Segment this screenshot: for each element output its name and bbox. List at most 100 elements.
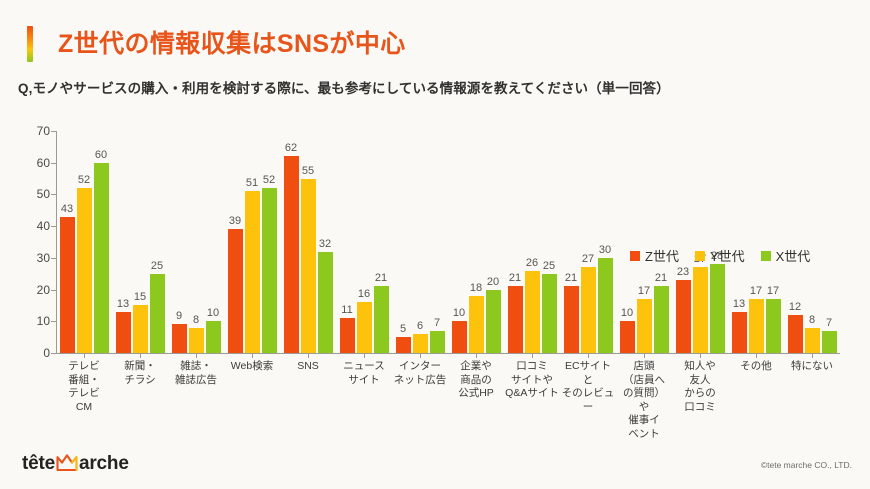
bar[interactable] <box>485 289 501 353</box>
legend-item[interactable]: Y世代 <box>694 246 745 265</box>
bar-group: 12 8 7 <box>784 131 840 358</box>
bar[interactable] <box>541 273 557 353</box>
bar[interactable] <box>59 216 75 353</box>
bar[interactable] <box>188 327 204 353</box>
bar-value-label: 62 <box>284 142 298 155</box>
legend-item[interactable]: X世代 <box>760 246 810 265</box>
bar[interactable] <box>692 267 708 353</box>
bar-column: 32 <box>317 131 333 353</box>
bar[interactable] <box>563 286 579 353</box>
bar-group: 10 17 21 <box>616 131 672 358</box>
bar-groups: 43 52 60 13 15 25 9 8 10 39 51 52 62 55 32 11 16 21 5 6 7 10 1… <box>56 131 840 358</box>
bar-column: 43 <box>59 131 75 353</box>
x-axis-tick-mark <box>476 353 477 358</box>
bar-column: 13 <box>731 131 747 353</box>
bar-group: 13 15 25 <box>112 131 168 358</box>
bar[interactable] <box>597 257 613 353</box>
x-axis-label: ECサイトと そのレビュー <box>561 360 615 413</box>
bar-value-label: 25 <box>150 259 164 272</box>
bar[interactable] <box>636 299 652 353</box>
bar[interactable] <box>580 267 596 353</box>
bar[interactable] <box>619 321 635 353</box>
bar[interactable] <box>412 333 428 353</box>
x-axis-tick-mark <box>196 353 197 358</box>
x-axis-label: 企業や 商品の 公式HP <box>458 360 494 399</box>
bar-group: 39 51 52 <box>224 131 280 358</box>
bar[interactable] <box>748 299 764 353</box>
bar-value-label: 21 <box>508 272 522 285</box>
bar-value-label: 27 <box>581 253 595 266</box>
bar-column: 5 <box>395 131 411 353</box>
y-axis-tick-mark <box>51 289 56 291</box>
bar-value-label: 8 <box>192 313 200 326</box>
bar[interactable] <box>356 302 372 353</box>
x-axis-tick-mark <box>532 353 533 358</box>
y-axis-tick-label: 70 <box>36 124 50 138</box>
bar[interactable] <box>653 286 669 353</box>
x-axis-label: 新聞・ チラシ <box>124 360 156 386</box>
bar-value-label: 20 <box>486 275 500 288</box>
bar-column: 12 <box>787 131 803 353</box>
bar-value-label: 13 <box>732 297 746 310</box>
bar-column: 17 <box>636 131 652 353</box>
bar-value-label: 6 <box>416 319 424 332</box>
bar[interactable] <box>132 305 148 353</box>
bar-value-label: 10 <box>452 307 466 320</box>
bar-column: 55 <box>300 131 316 353</box>
page-title: Z世代の情報収集はSNSが中心 <box>58 30 406 58</box>
bar[interactable] <box>205 321 221 353</box>
bar[interactable] <box>429 330 445 353</box>
x-axis-label: 特にない <box>791 360 833 372</box>
y-axis-tick-mark <box>51 353 56 354</box>
bar[interactable] <box>300 178 316 353</box>
bar[interactable] <box>709 264 725 353</box>
bar-group: 11 16 21 <box>336 131 392 358</box>
bar[interactable] <box>149 273 165 353</box>
bar-value-label: 5 <box>399 323 407 336</box>
header: Z世代の情報収集はSNSが中心 Q,モノやサービスの購入・利用を検討する際に、最… <box>0 0 870 96</box>
bar[interactable] <box>395 337 411 353</box>
bar[interactable] <box>731 311 747 353</box>
bar[interactable] <box>283 156 299 353</box>
bar-value-label: 17 <box>766 285 780 298</box>
bar[interactable] <box>339 318 355 353</box>
bar[interactable] <box>787 314 803 353</box>
bar-value-label: 39 <box>228 215 242 228</box>
bar[interactable] <box>317 251 333 353</box>
bar[interactable] <box>244 191 260 353</box>
legend-item[interactable]: Z世代 <box>630 246 679 265</box>
bar-group: 43 52 60 <box>56 131 112 358</box>
bar-column: 13 <box>115 131 131 353</box>
legend-label: Y世代 <box>709 249 745 264</box>
bar[interactable] <box>373 286 389 353</box>
bar[interactable] <box>804 327 820 353</box>
bar-column: 6 <box>412 131 428 353</box>
bar-value-label: 10 <box>206 307 220 320</box>
bar[interactable] <box>76 188 92 353</box>
bar[interactable] <box>765 299 781 353</box>
y-axis-tick-mark <box>51 321 56 323</box>
bar-value-label: 30 <box>598 243 612 256</box>
bar[interactable] <box>524 270 540 353</box>
bar[interactable] <box>821 330 837 353</box>
bar-value-label: 25 <box>542 259 556 272</box>
x-axis-label: 雑誌・ 雑誌広告 <box>175 360 217 386</box>
bar-value-label: 11 <box>341 304 353 317</box>
x-axis-tick-mark <box>420 353 421 358</box>
bar[interactable] <box>507 286 523 353</box>
bar-value-label: 9 <box>175 310 183 323</box>
y-axis-tick-label: 30 <box>36 250 50 265</box>
bar[interactable] <box>675 280 691 353</box>
bar-column: 39 <box>227 131 243 353</box>
logo-text-arche: arche <box>79 453 129 474</box>
bar[interactable] <box>227 229 243 353</box>
bar[interactable] <box>115 311 131 353</box>
bar[interactable] <box>261 188 277 353</box>
bar-column: 21 <box>563 131 579 353</box>
bar-value-label: 43 <box>60 202 74 215</box>
bar[interactable] <box>171 324 187 353</box>
bar-value-label: 15 <box>133 291 147 304</box>
bar[interactable] <box>468 295 484 353</box>
bar[interactable] <box>93 162 109 353</box>
bar[interactable] <box>451 321 467 353</box>
